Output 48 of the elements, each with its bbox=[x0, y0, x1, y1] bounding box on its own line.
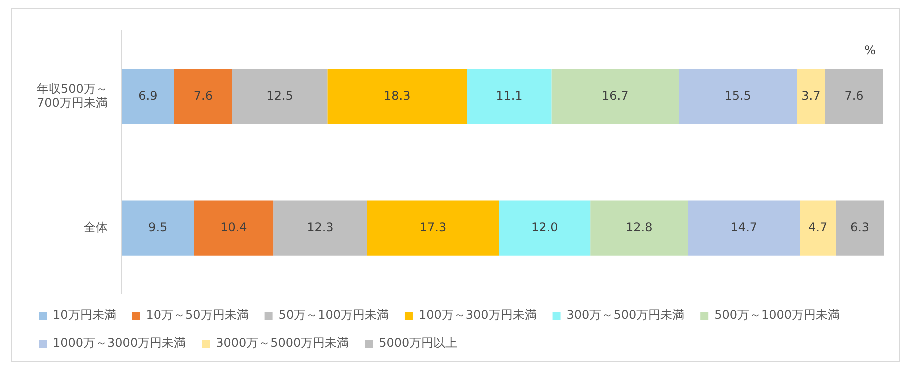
legend-label: 10万～50万円未満 bbox=[146, 308, 249, 322]
data-label: 3.7 bbox=[802, 89, 821, 104]
bar bbox=[274, 200, 368, 256]
bar bbox=[232, 69, 328, 124]
data-label: 6.3 bbox=[850, 220, 870, 234]
bar bbox=[552, 69, 679, 124]
data-label: 9.5 bbox=[148, 220, 168, 234]
data-label: 6.9 bbox=[138, 89, 158, 104]
data-label: 12.3 bbox=[307, 220, 334, 234]
legend-label: 50万～100万円未満 bbox=[278, 308, 389, 322]
annotation: % bbox=[864, 43, 876, 58]
data-label: 12.0 bbox=[532, 220, 558, 234]
data-label: 7.6 bbox=[844, 89, 864, 104]
data-label: 14.7 bbox=[730, 220, 758, 234]
bar bbox=[499, 200, 591, 256]
data-label: 15.5 bbox=[724, 89, 752, 104]
data-label: 4.7 bbox=[808, 220, 828, 234]
data-label: 16.7 bbox=[602, 89, 629, 104]
legend-label: 300万～500万円未満 bbox=[566, 308, 685, 322]
legend-label: 100万～300万円未満 bbox=[418, 308, 537, 322]
data-label: 7.6 bbox=[194, 89, 213, 104]
legend-label: 3000万～5000万円未満 bbox=[216, 336, 350, 350]
legend-label: 5000万円以上 bbox=[379, 336, 458, 350]
bar bbox=[194, 200, 274, 256]
bar bbox=[688, 200, 800, 256]
bar bbox=[678, 69, 798, 124]
legend-label: 10万円未満 bbox=[53, 308, 116, 322]
data-label: 17.3 bbox=[420, 220, 447, 234]
y-tick-label: 全体 bbox=[84, 220, 108, 234]
data-label: 11.1 bbox=[496, 89, 523, 104]
data-label: 18.3 bbox=[384, 89, 411, 104]
bar bbox=[590, 200, 688, 256]
bar bbox=[122, 69, 174, 124]
y-tick-label: 年収500万～700万円未満 bbox=[37, 82, 108, 110]
bar bbox=[174, 69, 232, 124]
bar bbox=[122, 200, 194, 256]
legend-label: 1000万～3000万円未満 bbox=[53, 336, 186, 350]
bar bbox=[367, 200, 500, 256]
data-label: 10.4 bbox=[220, 220, 248, 234]
bar bbox=[800, 200, 836, 256]
legend-label: 500万～1000万円未満 bbox=[714, 308, 840, 322]
bar bbox=[825, 69, 884, 124]
bar bbox=[836, 200, 884, 256]
bar bbox=[797, 69, 826, 124]
bar bbox=[328, 69, 468, 124]
data-label: 12.8 bbox=[626, 220, 653, 234]
data-label: 12.5 bbox=[266, 89, 294, 104]
bar bbox=[467, 69, 552, 124]
